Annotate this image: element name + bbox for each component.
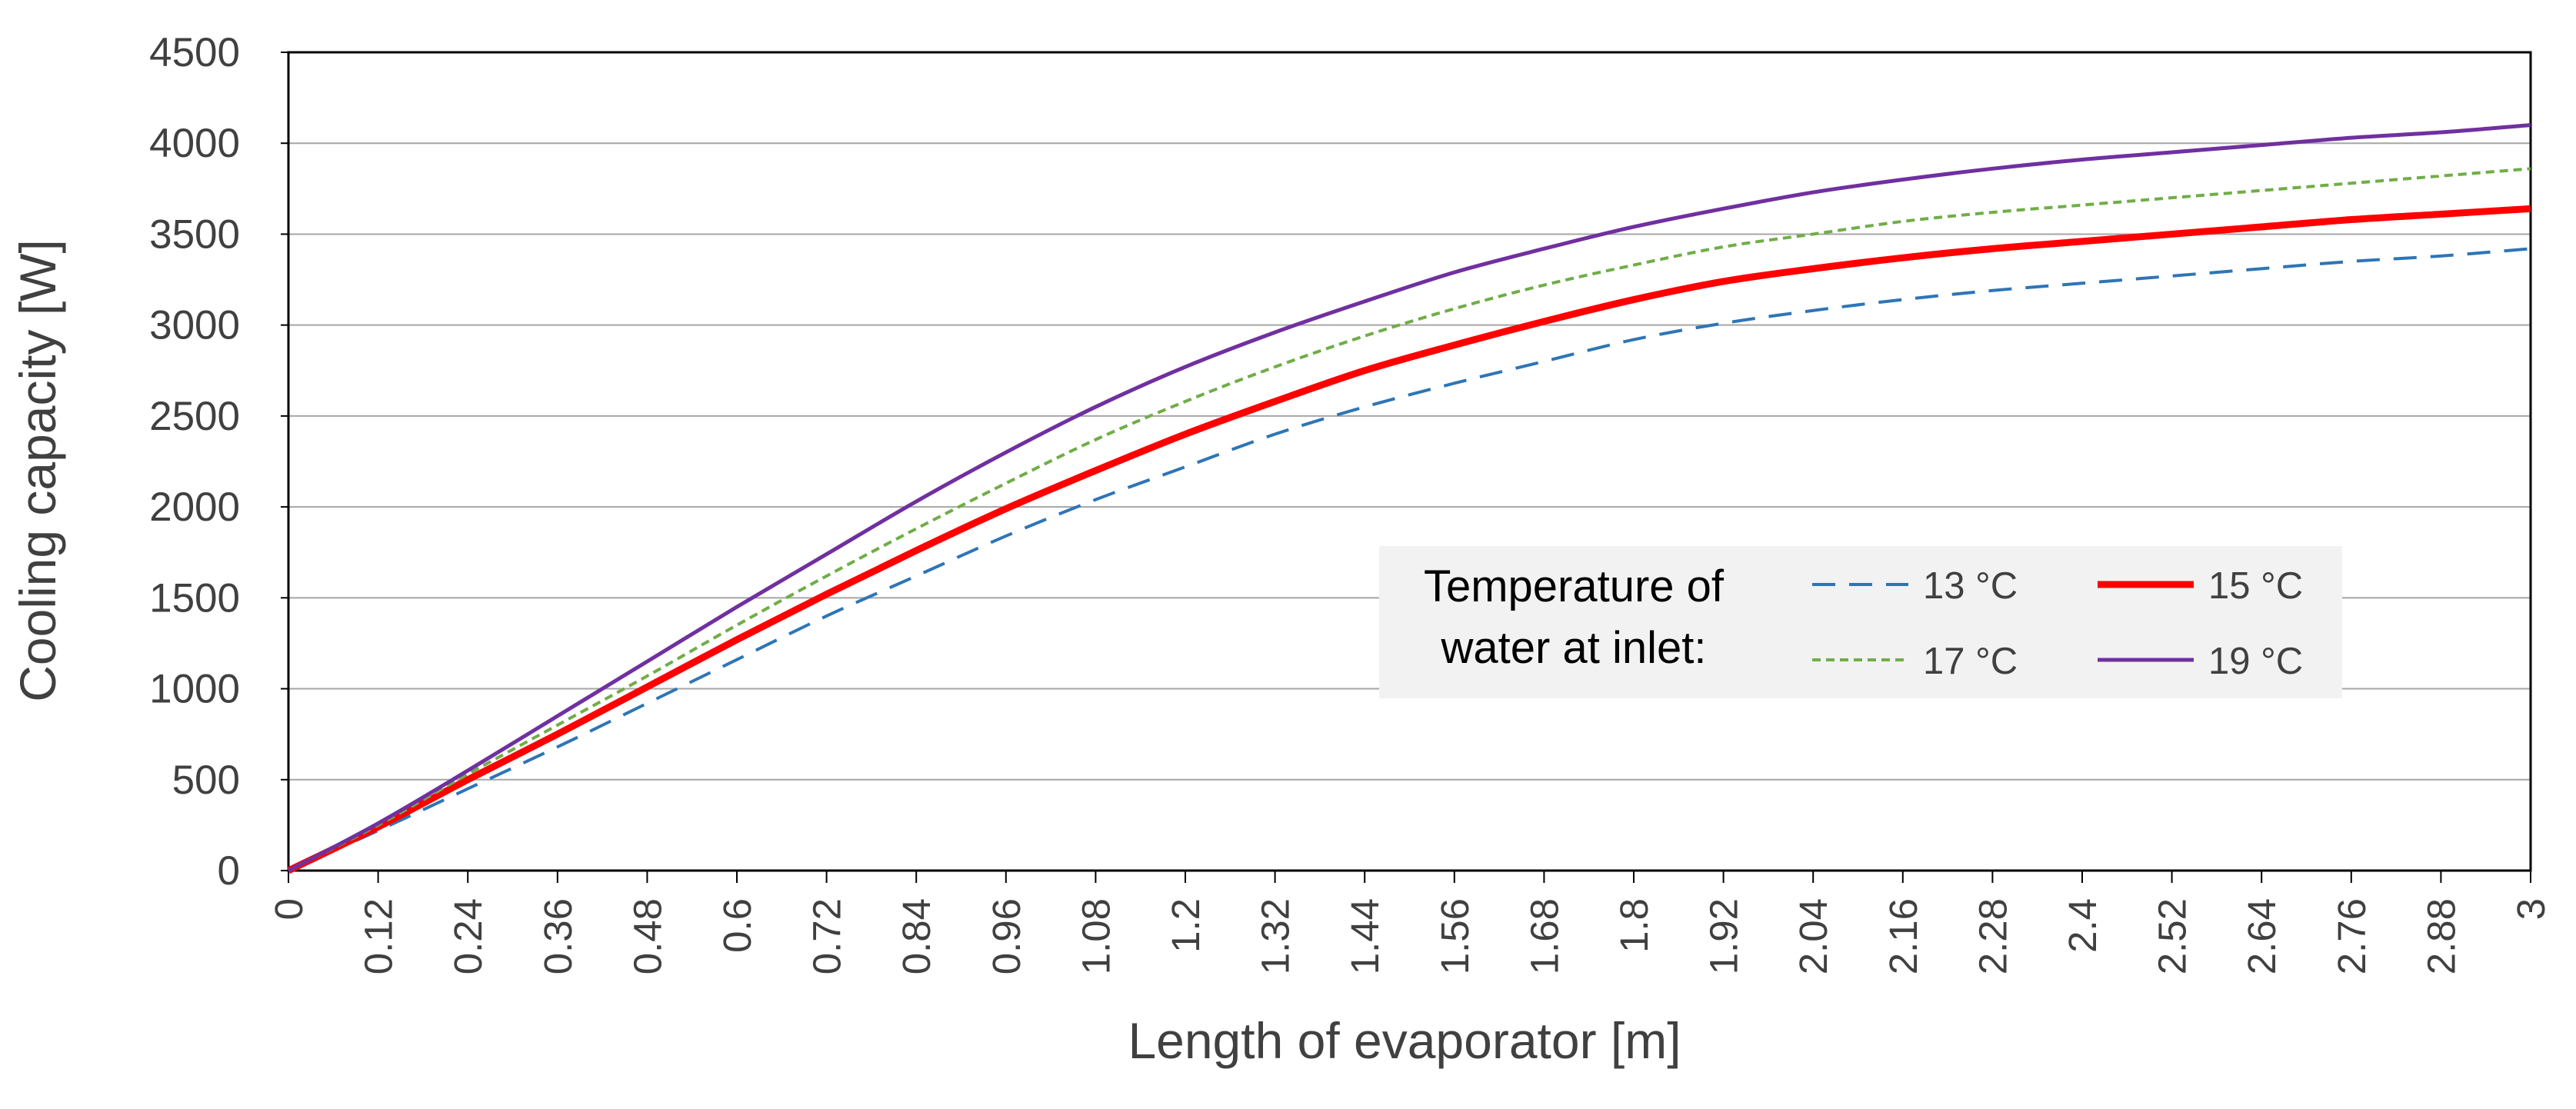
x-tick-label: 1.56 <box>1433 898 1477 974</box>
legend-label: 13 °C <box>1923 565 2018 607</box>
series-line-17c <box>288 167 2531 872</box>
y-tick-label: 2500 <box>149 394 240 439</box>
x-tick-label: 0.48 <box>625 898 669 974</box>
y-axis-ticks <box>281 52 288 871</box>
x-tick-label: 1.44 <box>1343 898 1387 974</box>
legend-title-line-2: water at inlet: <box>1441 623 1707 673</box>
y-tick-label: 3500 <box>149 211 240 257</box>
y-axis-tick-labels: 0 500 1000 1500 2000 2500 3000 3500 4000 4500 <box>149 30 240 894</box>
x-tick-label: 2.76 <box>2330 898 2374 974</box>
y-tick-label: 500 <box>172 758 240 803</box>
legend-label: 17 °C <box>1923 641 2018 682</box>
series-line-19c <box>287 123 2531 873</box>
x-tick-label: 0.72 <box>805 898 849 974</box>
y-tick-label: 4500 <box>149 30 240 75</box>
x-tick-label: 0.96 <box>985 898 1028 974</box>
x-tick-label: 2.88 <box>2419 898 2463 974</box>
x-tick-label: 2.16 <box>1881 898 1925 974</box>
series-line-13c <box>288 247 2531 872</box>
y-tick-label: 1000 <box>149 667 240 712</box>
legend-title-line-1: Temperature of <box>1424 561 1725 611</box>
x-tick-label: 1.8 <box>1612 898 1656 953</box>
x-tick-label: 2.04 <box>1791 898 1835 974</box>
series-line-15c <box>287 205 2531 874</box>
x-tick-label: 2.52 <box>2151 898 2194 974</box>
x-tick-label: 2.28 <box>1971 898 2014 974</box>
x-tick-label: 2.4 <box>2061 898 2104 953</box>
x-tick-label: 1.2 <box>1164 898 1208 953</box>
y-tick-label: 1500 <box>149 575 240 621</box>
legend: Temperature of water at inlet: 13 °C 15 °… <box>1379 546 2342 698</box>
series-lines <box>287 123 2531 874</box>
x-tick-label: 0 <box>267 898 311 920</box>
x-axis-tick-labels: 0 0.12 0.24 0.36 0.48 0.6 0.72 0.84 0.96 1.08 1.2 1… <box>267 898 2553 974</box>
y-axis-title: Cooling capacity [W] <box>9 239 66 702</box>
x-tick-label: 0.36 <box>536 898 580 974</box>
plot-area-border <box>287 51 2532 872</box>
y-tick-label: 2000 <box>149 485 240 530</box>
x-tick-label: 0.84 <box>895 898 938 974</box>
y-tick-label: 0 <box>218 848 240 894</box>
x-tick-label: 1.92 <box>1702 898 1746 974</box>
x-tick-label: 0.12 <box>357 898 401 974</box>
x-tick-label: 0.24 <box>446 898 490 974</box>
y-tick-label: 4000 <box>149 121 240 166</box>
legend-label: 19 °C <box>2208 641 2303 682</box>
legend-label: 15 °C <box>2208 565 2303 607</box>
legend-items: 13 °C 15 °C 17 °C 19 °C <box>1812 565 2303 682</box>
legend-background <box>1379 546 2342 698</box>
x-axis-ticks <box>288 871 2531 883</box>
x-tick-label: 1.08 <box>1074 898 1118 974</box>
x-tick-label: 3 <box>2509 898 2553 920</box>
y-tick-label: 3000 <box>149 303 240 348</box>
x-tick-label: 1.32 <box>1254 898 1298 974</box>
x-tick-label: 1.68 <box>1522 898 1566 974</box>
x-tick-label: 2.64 <box>2240 898 2284 974</box>
plot-frame <box>287 51 2532 872</box>
x-tick-label: 0.6 <box>715 898 759 953</box>
x-axis-title: Length of evaporator [m] <box>1128 1012 1681 1069</box>
